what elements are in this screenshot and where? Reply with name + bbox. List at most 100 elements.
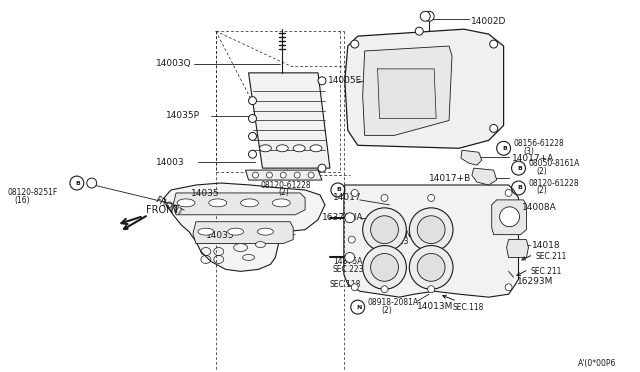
Polygon shape: [378, 69, 436, 119]
Ellipse shape: [243, 254, 255, 260]
Text: (2): (2): [536, 186, 547, 195]
Text: 14018: 14018: [532, 241, 561, 250]
Ellipse shape: [228, 228, 244, 235]
Text: SEC.118: SEC.118: [452, 302, 483, 312]
Text: 14002D: 14002D: [471, 17, 506, 26]
Ellipse shape: [273, 199, 290, 207]
Text: 14017: 14017: [333, 193, 362, 202]
Text: (16): (16): [14, 196, 30, 205]
Circle shape: [348, 236, 355, 243]
Circle shape: [253, 172, 259, 178]
Text: SEC.211: SEC.211: [531, 267, 562, 276]
Circle shape: [381, 286, 388, 293]
Text: FRONT: FRONT: [122, 205, 180, 224]
Circle shape: [248, 97, 257, 105]
Circle shape: [308, 172, 314, 178]
Text: 14017+B: 14017+B: [429, 174, 472, 183]
Circle shape: [505, 189, 512, 196]
Circle shape: [318, 164, 326, 172]
Text: (2): (2): [536, 167, 547, 176]
Text: 14008A: 14008A: [522, 203, 556, 212]
Circle shape: [345, 213, 355, 223]
Ellipse shape: [209, 199, 227, 207]
Ellipse shape: [293, 145, 305, 152]
Circle shape: [381, 195, 388, 201]
Polygon shape: [472, 168, 497, 185]
Text: B: B: [76, 180, 80, 186]
Circle shape: [87, 178, 97, 188]
Polygon shape: [461, 150, 482, 165]
Text: B: B: [502, 146, 507, 151]
Circle shape: [420, 11, 430, 21]
Text: B: B: [517, 166, 522, 171]
Ellipse shape: [234, 244, 248, 251]
Circle shape: [351, 189, 358, 196]
Circle shape: [248, 115, 257, 122]
Ellipse shape: [177, 199, 195, 207]
Text: 14035P: 14035P: [166, 111, 200, 120]
Circle shape: [410, 208, 453, 251]
Circle shape: [500, 207, 520, 227]
Polygon shape: [492, 200, 527, 235]
Text: 16376NA: 16376NA: [322, 213, 364, 222]
Circle shape: [371, 253, 399, 281]
Circle shape: [417, 216, 445, 244]
Polygon shape: [248, 73, 330, 168]
Text: 08120-61228: 08120-61228: [529, 179, 579, 187]
Text: 08918-2081A: 08918-2081A: [367, 298, 419, 307]
Circle shape: [505, 284, 512, 291]
Ellipse shape: [276, 145, 288, 152]
Text: 08050-8161A: 08050-8161A: [529, 159, 580, 168]
Text: 16376N: 16376N: [381, 230, 412, 239]
Text: SEC.223: SEC.223: [333, 265, 364, 274]
Text: SEC.211: SEC.211: [536, 252, 567, 261]
Circle shape: [371, 216, 399, 244]
Text: 08120-61228: 08120-61228: [260, 180, 311, 189]
Text: A'(0*00P6: A'(0*00P6: [578, 359, 616, 368]
Circle shape: [490, 40, 498, 48]
Text: (2): (2): [381, 305, 392, 315]
Polygon shape: [164, 183, 325, 271]
Circle shape: [428, 195, 435, 201]
Text: 14875A: 14875A: [333, 257, 362, 266]
Ellipse shape: [241, 199, 259, 207]
Circle shape: [424, 11, 434, 21]
Text: B: B: [337, 187, 341, 192]
Text: (2): (2): [278, 189, 289, 198]
Text: B: B: [517, 186, 522, 190]
Text: FRONT: FRONT: [153, 195, 184, 218]
Ellipse shape: [310, 145, 322, 152]
Text: 14035: 14035: [206, 231, 234, 240]
Polygon shape: [246, 170, 322, 180]
Polygon shape: [344, 185, 518, 297]
Polygon shape: [363, 46, 452, 135]
Text: 08120-8251F: 08120-8251F: [7, 189, 58, 198]
Text: SEC.223: SEC.223: [378, 237, 409, 246]
Circle shape: [294, 172, 300, 178]
Ellipse shape: [198, 228, 214, 235]
Circle shape: [363, 246, 406, 289]
Circle shape: [318, 77, 326, 85]
Circle shape: [490, 125, 498, 132]
Circle shape: [363, 208, 406, 251]
Circle shape: [351, 40, 358, 48]
Circle shape: [266, 172, 273, 178]
Ellipse shape: [257, 228, 273, 235]
Circle shape: [248, 150, 257, 158]
Circle shape: [345, 253, 355, 262]
Circle shape: [410, 246, 453, 289]
Circle shape: [428, 286, 435, 293]
Circle shape: [248, 132, 257, 140]
Text: 14003Q: 14003Q: [156, 60, 192, 68]
Text: 14005E: 14005E: [328, 76, 362, 85]
Polygon shape: [345, 29, 504, 148]
Polygon shape: [193, 222, 293, 244]
Text: SEC.118: SEC.118: [330, 280, 362, 289]
Text: 14003: 14003: [156, 158, 185, 167]
Text: (3): (3): [524, 147, 534, 156]
Circle shape: [351, 284, 358, 291]
Text: N: N: [356, 305, 362, 310]
Ellipse shape: [259, 145, 271, 152]
Polygon shape: [173, 193, 305, 215]
Text: 14013M: 14013M: [417, 302, 454, 311]
